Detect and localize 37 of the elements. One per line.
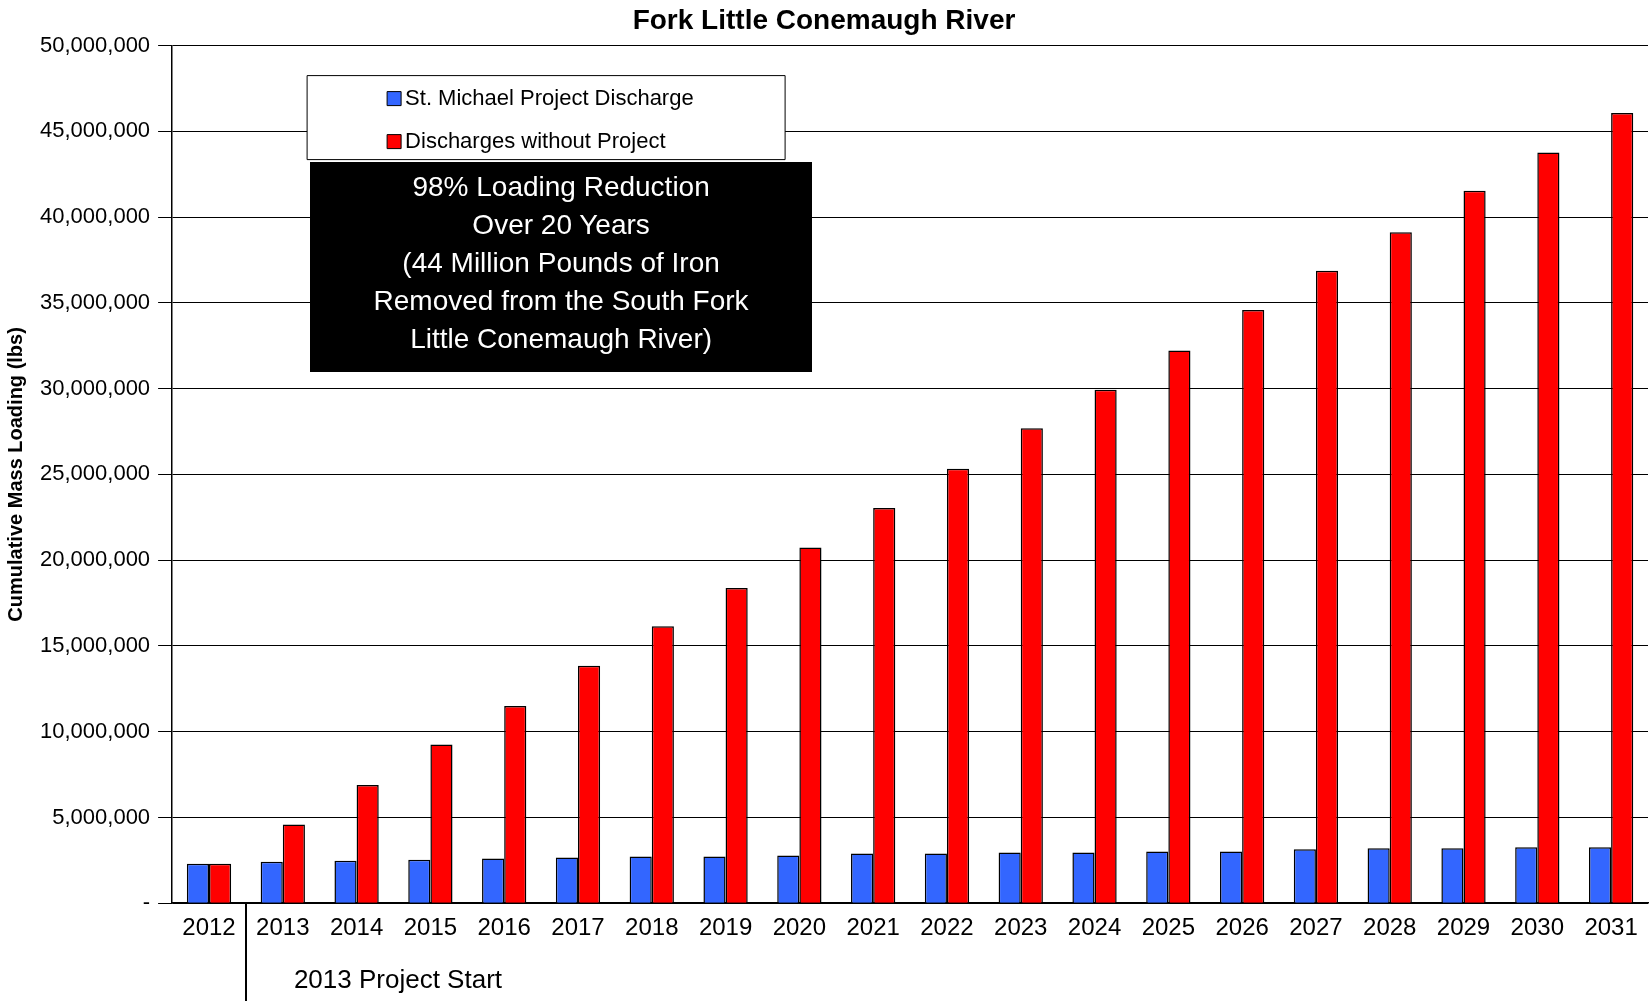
legend-label: Discharges without Project: [405, 127, 666, 153]
x-tick-label: 2025: [1141, 913, 1196, 941]
x-tick-label: 2020: [772, 913, 827, 941]
x-tick-label: 2030: [1510, 913, 1564, 941]
legend-label: St. Michael Project Discharge: [405, 84, 694, 110]
y-tick-label: 5,000,000: [52, 803, 151, 829]
y-tick-label: 45,000,000: [40, 117, 151, 143]
x-tick-label: 2027: [1289, 913, 1343, 941]
x-tick-label: 2031: [1584, 913, 1638, 941]
y-tick-label: 30,000,000: [40, 374, 151, 400]
y-tick-label: 25,000,000: [40, 460, 151, 486]
y-tick-label: 35,000,000: [40, 288, 151, 314]
x-tick-label: 2024: [1067, 913, 1122, 941]
y-tick-label: 10,000,000: [40, 717, 151, 743]
x-tick-label: 2023: [994, 913, 1048, 941]
x-tick-label: 2029: [1436, 913, 1491, 941]
x-tick-label: 2026: [1215, 913, 1269, 941]
x-tick-label: 2012: [182, 913, 236, 941]
text: 2013 Project Start: [293, 964, 503, 995]
y-axis-title: Cumulative Mass Loading (lbs): [3, 327, 26, 622]
note-box: 98% Loading Reduction Over 20 Years (44 Million Pounds of Iron Removed from the South Fork Little Conemaugh River): [310, 161, 813, 372]
y-tick-label: 20,000,000: [40, 546, 151, 572]
x-tick-label: 2015: [403, 913, 458, 941]
x-tick-label: 2021: [846, 913, 900, 941]
y-tick-label: -: [142, 889, 151, 915]
x-tick-label: 2018: [625, 913, 679, 941]
x-tick-label: 2017: [551, 913, 605, 941]
x-tick-label: 2013: [256, 913, 310, 941]
y-tick-label: 50,000,000: [40, 31, 151, 57]
y-tick-label: 15,000,000: [40, 631, 151, 657]
chart-title: Fork Little Conemaugh River: [632, 3, 1016, 35]
x-tick-label: 2019: [698, 913, 753, 941]
x-tick-label: 2014: [329, 913, 384, 941]
x-tick-label: 2022: [920, 913, 974, 941]
y-tick-label: 40,000,000: [40, 203, 151, 229]
x-tick-label: 2016: [477, 913, 531, 941]
x-tick-label: 2028: [1363, 913, 1417, 941]
